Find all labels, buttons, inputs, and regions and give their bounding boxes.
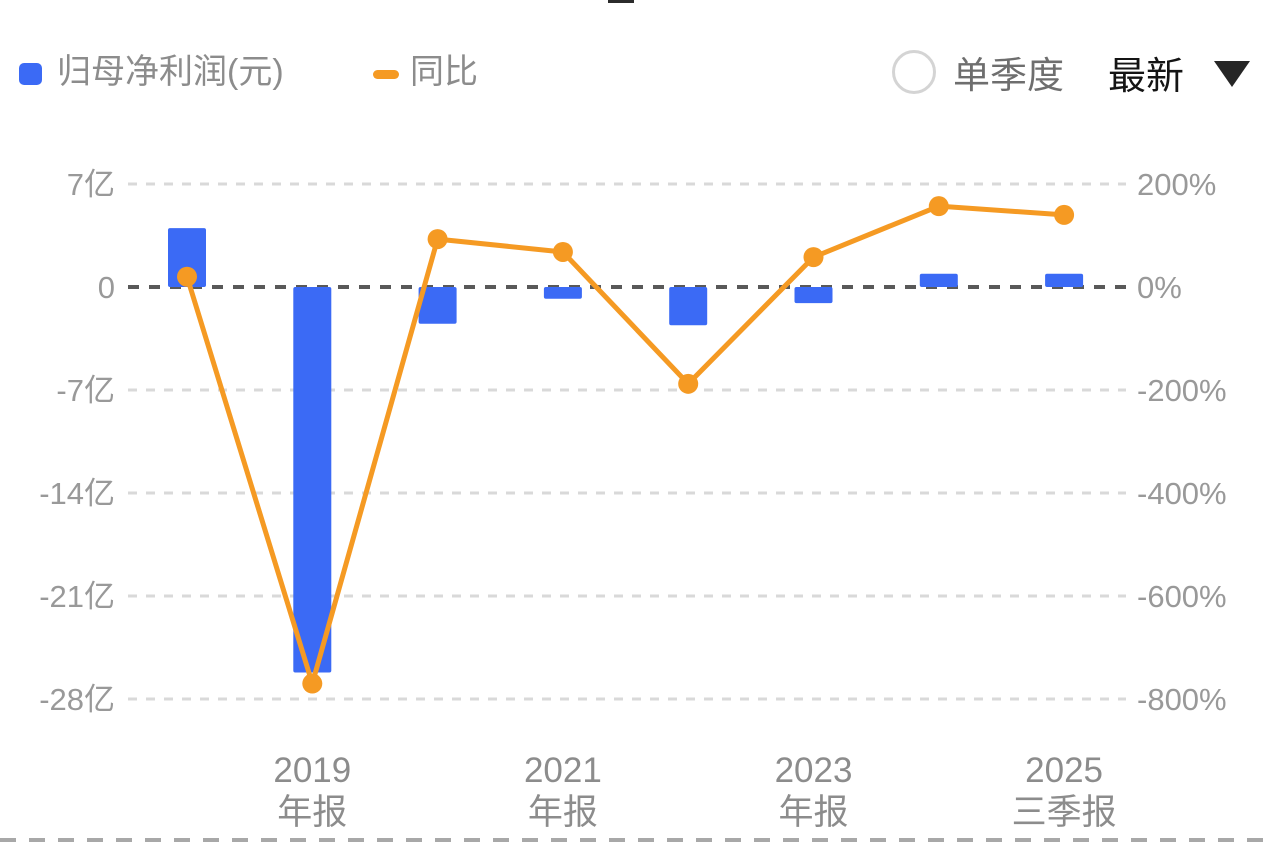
single-quarter-label[interactable]: 单季度 [952,55,1064,96]
legend-yoy-label: 同比 [410,53,478,91]
left-axis-tick-label: -21亿 [39,579,115,614]
single-quarter-radio[interactable] [891,50,936,94]
x-axis-label-year: 2023 [775,751,853,790]
right-axis-tick-label: -200% [1137,373,1227,408]
right-axis-tick-label: -400% [1137,476,1227,511]
yoy-point[interactable] [1054,204,1075,225]
x-axis-label-year: 2021 [524,751,602,790]
profit-bar[interactable] [794,287,833,304]
x-axis-label-period: 年报 [778,793,848,832]
profit-bar[interactable] [543,287,582,299]
x-axis-label-period: 年报 [528,793,598,832]
right-axis-tick-label: -600% [1137,579,1227,614]
left-axis-tick-label: 7亿 [67,167,115,202]
left-axis-tick-label: -7亿 [56,373,115,408]
bar-series-swatch-icon [19,63,42,85]
profit-bar[interactable] [168,228,206,287]
profit-bar[interactable] [1045,273,1084,287]
x-axis-label-year: 2025 [1025,751,1103,790]
right-axis-tick-label: 200% [1137,167,1216,202]
x-axis-label-period: 三季报 [1012,793,1117,832]
x-axis-label-year: 2019 [273,751,351,790]
report-period-dropdown[interactable]: 最新 [1108,45,1250,100]
right-axis-tick-label: -800% [1137,682,1227,717]
yoy-point[interactable] [928,196,949,217]
profit-bar[interactable] [919,273,958,287]
x-axis-label-period: 年报 [277,793,347,832]
profit-bar[interactable] [669,287,708,326]
legend-item-yoy: 同比 [373,44,478,100]
left-axis-tick-label: -28亿 [39,682,115,717]
report-period-dropdown-value[interactable]: 最新 [1107,55,1184,98]
yoy-point[interactable] [678,373,699,394]
chevron-down-icon [1214,61,1250,87]
yoy-point[interactable] [302,673,323,694]
yoy-point[interactable] [552,241,573,262]
profit-bar[interactable] [293,287,332,673]
top-edge-artifact [608,0,634,3]
right-axis-tick-label: 0% [1137,270,1182,305]
legend-item-profit: 归母净利润(元) [19,44,284,100]
legend-profit-label: 归母净利润(元) [57,53,284,91]
left-axis-tick-label: -14亿 [39,476,115,511]
chart-controls: 单季度 最新 [891,44,1250,100]
profit-bar[interactable] [418,287,457,324]
yoy-line [184,203,1067,687]
yoy-point[interactable] [427,229,448,250]
yoy-point[interactable] [803,247,824,268]
left-axis-tick-label: 0 [98,270,115,305]
legend: 归母净利润(元) 同比 [0,44,1272,100]
line-series-swatch-icon [373,69,399,79]
yoy-point[interactable] [177,266,197,287]
